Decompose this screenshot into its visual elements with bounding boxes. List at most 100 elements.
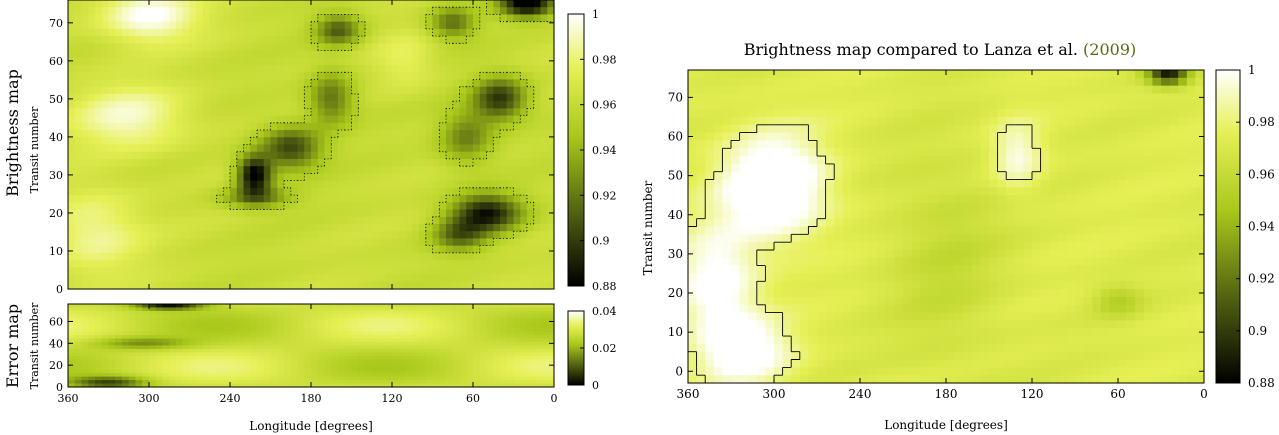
error-heatmap-cell bbox=[122, 383, 130, 388]
error-heatmap-cell bbox=[533, 331, 542, 336]
brightness-heatmap-cell bbox=[128, 281, 137, 290]
error-heatmap-cell bbox=[338, 380, 346, 385]
error-heatmap-cell bbox=[155, 328, 164, 333]
brightness-heatmap-cell bbox=[68, 166, 76, 174]
comparison-heatmap-cell bbox=[825, 70, 835, 79]
error-heatmap-cell bbox=[142, 345, 150, 350]
error-heatmap-cell bbox=[74, 335, 83, 340]
brightness-heatmap-cell bbox=[284, 7, 292, 16]
comparison-heatmap-cell bbox=[1178, 77, 1188, 87]
brightness-heatmap-cell bbox=[439, 101, 447, 109]
brightness-heatmap-cell bbox=[142, 180, 150, 189]
brightness-heatmap-cell bbox=[324, 122, 332, 131]
brightness-heatmap-cell bbox=[196, 238, 204, 247]
brightness-heatmap-cell bbox=[506, 65, 515, 73]
brightness-heatmap-cell bbox=[466, 36, 474, 44]
error-heatmap-cell bbox=[216, 366, 224, 371]
brightness-heatmap-cell bbox=[290, 108, 299, 117]
error-heatmap-cell bbox=[452, 335, 461, 340]
brightness-heatmap-cell bbox=[290, 274, 299, 283]
brightness-heatmap-cell bbox=[88, 7, 96, 16]
brightness-heatmap-cell bbox=[209, 238, 218, 247]
brightness-heatmap-cell bbox=[452, 195, 461, 203]
error-heatmap-cell bbox=[176, 369, 184, 374]
error-heatmap-cell bbox=[176, 383, 184, 388]
error-heatmap-cell bbox=[419, 338, 427, 343]
brightness-heatmap-cell bbox=[81, 281, 89, 290]
error-heatmap-cell bbox=[446, 380, 454, 385]
brightness-heatmap-cell bbox=[270, 238, 278, 247]
brightness-heatmap-cell bbox=[176, 202, 184, 211]
error-heatmap-cell bbox=[74, 380, 83, 385]
error-x-tick-label: 300 bbox=[139, 392, 160, 405]
error-heatmap-cell bbox=[398, 310, 407, 315]
brightness-heatmap-cell bbox=[527, 122, 535, 131]
brightness-heatmap-cell bbox=[479, 180, 488, 189]
brightness-heatmap-cell bbox=[398, 209, 407, 218]
brightness-heatmap-cell bbox=[547, 216, 555, 225]
brightness-heatmap-cell bbox=[68, 245, 76, 254]
error-heatmap-cell bbox=[155, 331, 164, 336]
brightness-heatmap-cell bbox=[209, 0, 218, 8]
comparison-heatmap-cell bbox=[696, 93, 706, 102]
comparison-heatmap-cell bbox=[1118, 77, 1128, 87]
brightness-heatmap-cell bbox=[405, 274, 413, 283]
error-heatmap-cell bbox=[250, 376, 258, 381]
brightness-heatmap-cell bbox=[74, 43, 83, 52]
comparison-heatmap-cell bbox=[1066, 85, 1076, 95]
brightness-heatmap-cell bbox=[223, 93, 231, 102]
brightness-heatmap-cell bbox=[169, 245, 177, 254]
brightness-heatmap-cell bbox=[486, 195, 494, 203]
brightness-heatmap-cell bbox=[216, 57, 224, 66]
brightness-heatmap-cell bbox=[223, 137, 231, 146]
brightness-heatmap-cell bbox=[311, 180, 319, 189]
brightness-heatmap-cell bbox=[365, 93, 373, 102]
error-heatmap-cell bbox=[358, 345, 366, 350]
brightness-heatmap-cell bbox=[284, 173, 292, 182]
error-heatmap-cell bbox=[284, 324, 292, 329]
brightness-heatmap-cell bbox=[317, 281, 326, 290]
error-heatmap-cell bbox=[452, 342, 461, 347]
comparison-heatmap-cell bbox=[946, 77, 956, 87]
brightness-heatmap-cell bbox=[547, 260, 555, 268]
brightness-heatmap-cell bbox=[257, 36, 265, 44]
brightness-heatmap-cell bbox=[81, 158, 89, 167]
brightness-heatmap-cell bbox=[257, 50, 265, 59]
error-heatmap-cell bbox=[419, 383, 427, 388]
error-heatmap-cell bbox=[263, 304, 272, 309]
brightness-heatmap-cell bbox=[216, 260, 224, 268]
brightness-heatmap-cell bbox=[371, 108, 380, 117]
brightness-heatmap-cell bbox=[68, 7, 76, 16]
brightness-heatmap-cell bbox=[473, 43, 481, 52]
brightness-heatmap-cell bbox=[284, 115, 292, 124]
error-heatmap-cell bbox=[230, 348, 238, 354]
brightness-heatmap-cell bbox=[486, 252, 494, 261]
brightness-heatmap-cell bbox=[412, 245, 420, 254]
brightness-heatmap-cell bbox=[378, 216, 386, 225]
brightness-heatmap-cell bbox=[378, 281, 386, 290]
error-heatmap-cell bbox=[81, 380, 89, 385]
brightness-heatmap-cell bbox=[500, 166, 508, 174]
brightness-heatmap-cell bbox=[459, 57, 467, 66]
brightness-heatmap-cell bbox=[128, 137, 137, 146]
brightness-heatmap-cell bbox=[284, 209, 292, 218]
error-heatmap-cell bbox=[216, 369, 224, 374]
error-heatmap-cell bbox=[311, 314, 319, 319]
brightness-heatmap-cell bbox=[68, 252, 76, 261]
brightness-heatmap-cell bbox=[74, 14, 83, 23]
error-heatmap-cell bbox=[398, 362, 407, 367]
brightness-heatmap-cell bbox=[392, 115, 400, 124]
brightness-heatmap-cell bbox=[88, 72, 96, 81]
brightness-heatmap-cell bbox=[230, 7, 238, 16]
brightness-heatmap-cell bbox=[182, 252, 191, 261]
brightness-heatmap-cell bbox=[513, 173, 521, 182]
brightness-heatmap-cell bbox=[223, 14, 231, 23]
error-heatmap-cell bbox=[81, 317, 89, 322]
error-heatmap-cell bbox=[317, 366, 326, 371]
brightness-heatmap-cell bbox=[203, 252, 211, 261]
brightness-heatmap-cell bbox=[95, 122, 103, 131]
brightness-heatmap-cell bbox=[115, 43, 123, 52]
error-heatmap-cell bbox=[419, 352, 427, 357]
error-heatmap-cell bbox=[540, 307, 548, 312]
brightness-heatmap-cell bbox=[209, 115, 218, 124]
